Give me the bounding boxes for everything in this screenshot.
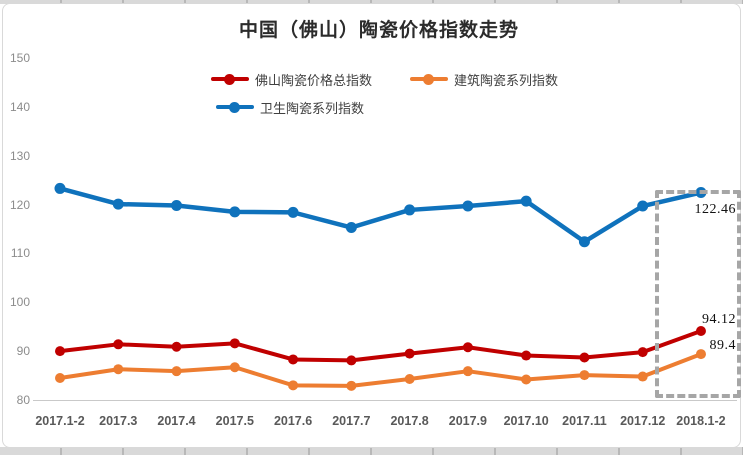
y-axis-tick-label: 120	[9, 197, 30, 212]
data-point-marker	[229, 338, 240, 349]
data-point-marker	[171, 366, 182, 377]
data-point-marker	[579, 352, 590, 363]
spreadsheet-top-edge	[0, 0, 743, 4]
data-point-marker	[404, 373, 415, 384]
legend-label: 卫生陶瓷系列指数	[260, 100, 365, 116]
x-axis-tick-label: 2018.1-2	[676, 414, 726, 428]
data-point-marker	[346, 355, 357, 366]
legend-item-sanitary-ceramic[interactable]: 卫生陶瓷系列指数	[216, 98, 364, 116]
legend-line-marker-icon	[410, 73, 448, 85]
data-point-marker	[113, 339, 124, 350]
legend-label: 建筑陶瓷系列指数	[454, 72, 559, 88]
data-point-marker	[345, 222, 357, 234]
data-point-marker	[521, 374, 532, 385]
data-point-marker	[637, 371, 648, 382]
data-point-marker	[55, 346, 65, 357]
data-point-marker	[579, 370, 590, 381]
legend-item-foshan-total[interactable]: 佛山陶瓷价格总指数	[211, 70, 372, 88]
data-point-marker	[229, 362, 240, 373]
y-axis-tick-label: 150	[9, 50, 30, 65]
chart-title: 中国（佛山）陶瓷价格指数走势	[238, 20, 519, 41]
data-point-marker	[112, 198, 124, 210]
data-point-marker	[113, 364, 124, 375]
x-axis-tick-label: 2017.7	[332, 414, 371, 428]
data-point-marker	[695, 349, 706, 360]
data-point-marker	[55, 373, 65, 384]
data-point-marker	[229, 206, 241, 218]
data-point-marker	[462, 200, 474, 212]
data-point-marker	[695, 326, 706, 337]
x-axis-tick-label: 2017.5	[215, 414, 254, 428]
y-axis-tick-label: 80	[16, 393, 30, 407]
series-line	[59, 186, 702, 244]
data-point-marker	[288, 354, 299, 365]
series-line	[59, 352, 702, 388]
data-point-marker	[462, 342, 473, 353]
series-end-value-label: 89.4	[709, 338, 736, 354]
series-end-value-label: 122.46	[694, 201, 736, 217]
data-point-marker	[288, 380, 299, 391]
data-point-marker	[404, 204, 416, 216]
spreadsheet-bottom-edge	[0, 447, 743, 455]
data-point-marker	[346, 380, 357, 391]
data-point-marker	[462, 366, 473, 377]
data-point-marker	[637, 200, 649, 212]
legend-label: 佛山陶瓷价格总指数	[255, 72, 373, 88]
x-axis-tick-label: 2017.3	[99, 414, 138, 428]
legend-line-marker-icon	[211, 73, 249, 85]
highlight-dashed-box	[655, 190, 741, 398]
data-point-marker	[521, 350, 532, 361]
x-axis-tick-label: 2017.6	[273, 414, 313, 428]
y-axis-tick-label: 100	[9, 295, 30, 310]
chart-object-frame[interactable]	[2, 3, 741, 448]
data-point-marker	[637, 347, 648, 358]
x-axis-tick-label: 2017.8	[390, 414, 429, 428]
x-axis-line	[33, 400, 737, 401]
data-point-marker	[520, 195, 532, 207]
y-axis-tick-label: 90	[16, 344, 30, 359]
data-point-marker	[404, 348, 415, 359]
y-axis-tick-label: 110	[10, 246, 30, 261]
y-axis-tick-label: 130	[9, 148, 30, 163]
x-axis-tick-label: 2017.10	[503, 414, 549, 428]
x-axis-tick-label: 2017.11	[562, 414, 607, 428]
data-point-marker	[171, 341, 182, 352]
x-axis-tick-label: 2017.1-2	[35, 414, 85, 428]
y-axis-tick-label: 140	[9, 99, 30, 114]
x-axis-tick-label: 2017.12	[620, 414, 666, 428]
data-point-marker	[171, 200, 183, 212]
x-axis-tick-label: 2017.9	[448, 414, 487, 428]
series-line	[59, 329, 702, 363]
legend-item-building-ceramic[interactable]: 建筑陶瓷系列指数	[410, 70, 558, 88]
x-axis-tick-label: 2017.4	[157, 414, 196, 428]
data-point-marker	[578, 236, 590, 248]
data-point-marker	[54, 182, 66, 194]
series-end-value-label: 94.12	[702, 312, 736, 327]
data-point-marker	[287, 206, 299, 218]
legend-line-marker-icon	[216, 101, 254, 113]
